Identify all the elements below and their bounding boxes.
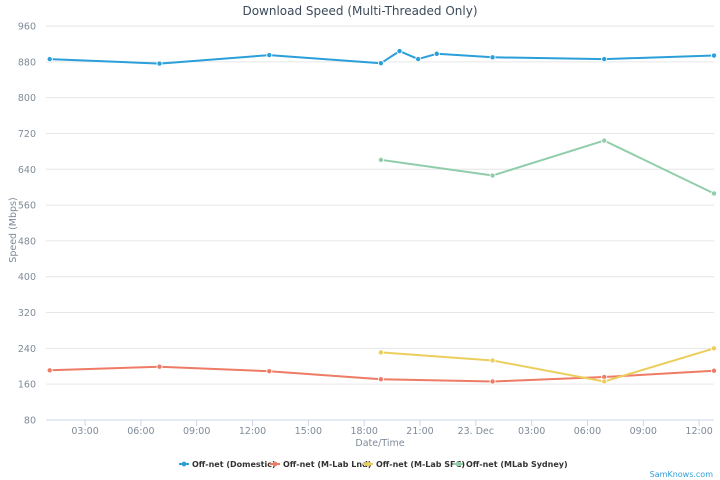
data-point[interactable] bbox=[711, 190, 718, 197]
x-tick-label: 23. Dec bbox=[458, 426, 495, 437]
legend-label: Off-net (Domestic) bbox=[192, 460, 276, 469]
data-point[interactable] bbox=[266, 52, 273, 59]
legend-symbol-marker bbox=[365, 461, 371, 467]
x-tick-label: 06:00 bbox=[127, 426, 154, 437]
data-point[interactable] bbox=[711, 345, 718, 352]
y-tick-label: 240 bbox=[18, 344, 36, 355]
series-line bbox=[379, 347, 715, 383]
x-axis: 03:00 06:00 09:00 12:00 15:00 18:00 21:00 23. D… bbox=[46, 419, 714, 437]
data-point[interactable] bbox=[433, 50, 440, 57]
legend-item[interactable]: Off-net (M-Lab Lnd) bbox=[270, 460, 371, 469]
y-tick-label: 640 bbox=[18, 165, 36, 176]
grid-layer bbox=[46, 25, 714, 421]
legend-item[interactable]: Off-net (MLab Sydney) bbox=[453, 460, 568, 469]
data-point[interactable] bbox=[711, 367, 718, 374]
x-axis-title: Date/Time bbox=[355, 438, 404, 449]
series-group bbox=[46, 48, 718, 67]
legend-item[interactable]: Off-net (M-Lab SFC) bbox=[363, 460, 465, 469]
data-point[interactable] bbox=[396, 48, 403, 55]
data-point[interactable] bbox=[46, 56, 53, 63]
x-tick-label: 12:00 bbox=[239, 426, 266, 437]
data-point[interactable] bbox=[601, 378, 608, 385]
x-tick-label: 21:00 bbox=[406, 426, 433, 437]
legend-label: Off-net (M-Lab Lnd) bbox=[283, 460, 371, 469]
y-tick-label: 480 bbox=[18, 236, 36, 247]
series-line bbox=[48, 50, 715, 65]
x-tick-label: 09:00 bbox=[183, 426, 210, 437]
x-tick-label: 03:00 bbox=[518, 426, 545, 437]
data-point[interactable] bbox=[156, 60, 163, 67]
legend-symbol-marker bbox=[181, 461, 187, 467]
series-layer bbox=[46, 48, 718, 385]
series-group bbox=[46, 363, 718, 385]
data-point[interactable] bbox=[46, 367, 53, 374]
y-tick-label: 960 bbox=[18, 22, 36, 33]
x-tick-label: 03:00 bbox=[71, 426, 98, 437]
legend: Off-net (Domestic) Off-net (M-Lab Lnd) Off… bbox=[179, 460, 568, 469]
legend-symbol-marker bbox=[455, 461, 461, 467]
y-tick-label: 560 bbox=[18, 201, 36, 212]
data-point[interactable] bbox=[266, 368, 273, 375]
data-point[interactable] bbox=[489, 54, 496, 61]
data-point[interactable] bbox=[377, 60, 384, 67]
series-line bbox=[379, 139, 715, 195]
data-point[interactable] bbox=[601, 56, 608, 63]
y-axis-title: Speed (Mbps) bbox=[8, 197, 19, 262]
y-tick-label: 400 bbox=[18, 272, 36, 283]
y-axis: 80 160 240 320 400 480 560 640 720 800 880 960 bbox=[18, 22, 36, 427]
y-tick-label: 80 bbox=[24, 416, 36, 427]
y-tick-label: 320 bbox=[18, 308, 36, 319]
data-point[interactable] bbox=[711, 52, 718, 59]
legend-item[interactable]: Off-net (Domestic) bbox=[179, 460, 276, 469]
series-group bbox=[377, 345, 718, 385]
data-point[interactable] bbox=[489, 172, 496, 179]
series-group bbox=[377, 137, 718, 197]
data-point[interactable] bbox=[377, 349, 384, 356]
legend-label: Off-net (M-Lab SFC) bbox=[376, 460, 465, 469]
x-tick-label: 09:00 bbox=[630, 426, 657, 437]
data-point[interactable] bbox=[415, 56, 422, 63]
credits-link[interactable]: SamKnows.com bbox=[650, 470, 714, 479]
x-tick-label: 18:00 bbox=[350, 426, 377, 437]
y-tick-label: 160 bbox=[18, 380, 36, 391]
x-tick-label: 15:00 bbox=[295, 426, 322, 437]
data-point[interactable] bbox=[601, 137, 608, 144]
x-tick-label: 12:00 bbox=[685, 426, 712, 437]
data-point[interactable] bbox=[156, 363, 163, 370]
x-tick-label: 06:00 bbox=[574, 426, 601, 437]
data-point[interactable] bbox=[377, 376, 384, 383]
y-tick-label: 720 bbox=[18, 129, 36, 140]
chart-title: Download Speed (Multi-Threaded Only) bbox=[242, 4, 477, 18]
data-point[interactable] bbox=[489, 357, 496, 364]
data-point[interactable] bbox=[489, 378, 496, 385]
y-tick-label: 880 bbox=[18, 57, 36, 68]
data-point[interactable] bbox=[377, 156, 384, 163]
legend-symbol-marker bbox=[272, 461, 278, 467]
y-tick-label: 800 bbox=[18, 93, 36, 104]
legend-label: Off-net (MLab Sydney) bbox=[466, 460, 568, 469]
